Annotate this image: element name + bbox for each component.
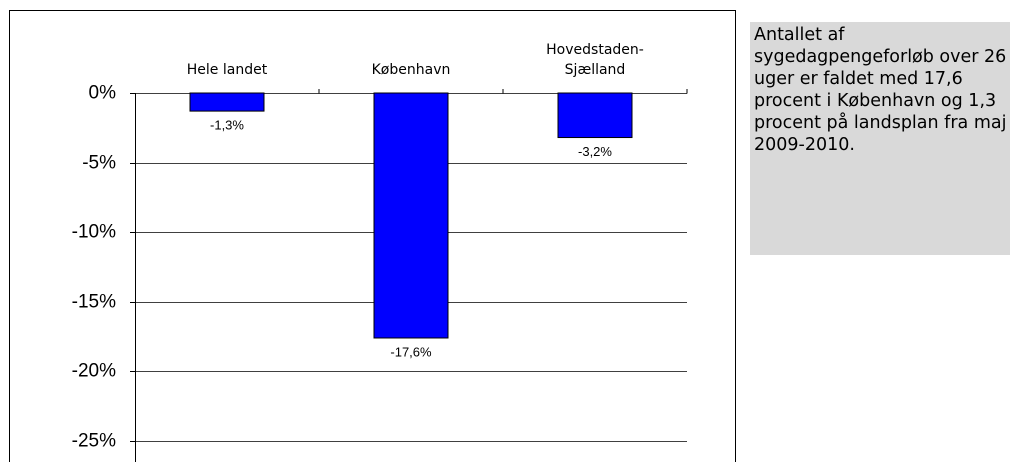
value-label: -3,2% — [578, 144, 612, 159]
note: Antallet af sygedagpengeforløb over 26 u… — [750, 22, 1010, 255]
x-tick-label: København — [371, 62, 451, 78]
bar — [373, 92, 449, 339]
y-tick-label: -15% — [72, 292, 116, 313]
x-tick-label: Hele landet — [186, 62, 268, 78]
bar — [557, 92, 633, 139]
bar — [189, 92, 265, 112]
y-tick-label: -20% — [72, 361, 116, 382]
y-tick-label: -10% — [72, 222, 116, 243]
value-label: -1,3% — [210, 118, 244, 133]
value-label: -17,6% — [390, 344, 432, 359]
y-tick-label: 0% — [89, 83, 117, 104]
y-tick-label: -25% — [72, 431, 116, 452]
x-tick-label: Hovedstaden- Sjælland — [546, 42, 644, 78]
y-tick-label: -5% — [82, 153, 116, 174]
